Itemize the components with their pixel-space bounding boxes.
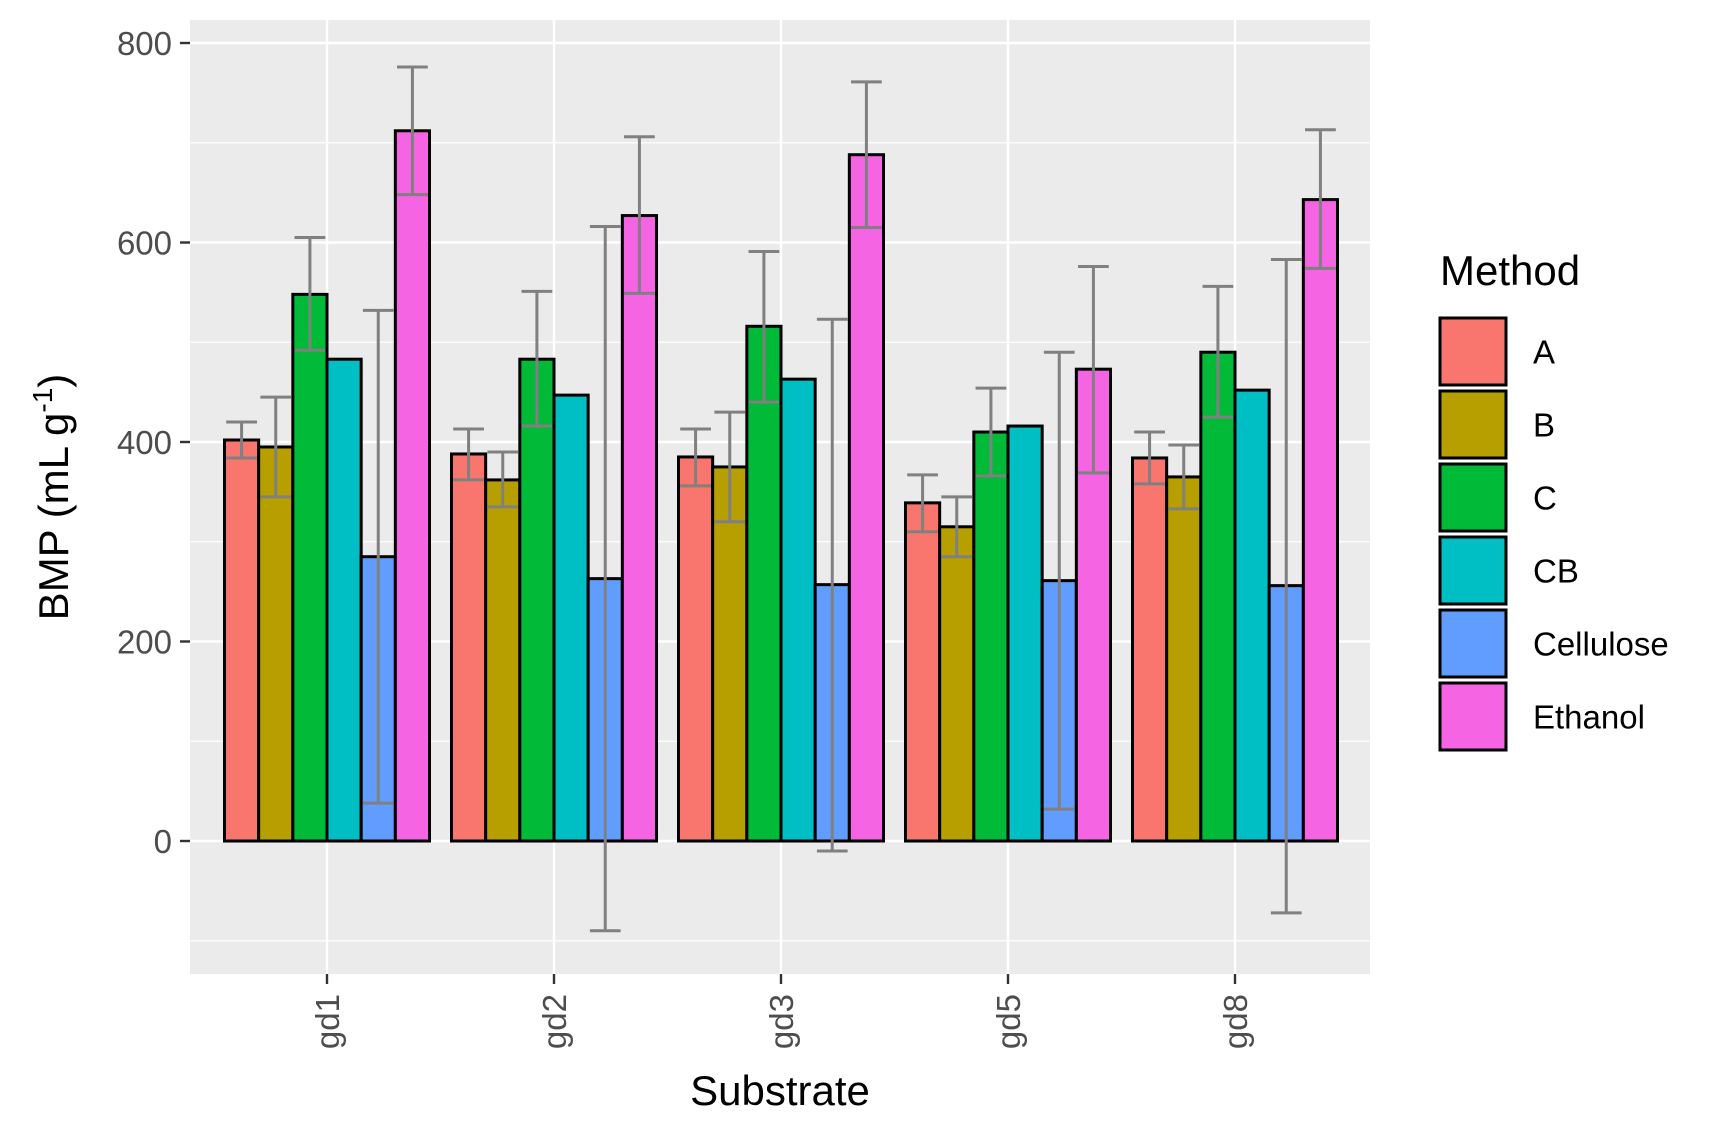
bar-gd5-b bbox=[938, 525, 976, 843]
bar-gd2-ethanol bbox=[620, 214, 658, 843]
y-axis-title-main: BMP (mL g bbox=[30, 413, 77, 621]
legend-key-cb bbox=[1438, 535, 1508, 606]
bar-gd1-cb bbox=[325, 357, 363, 843]
bar-gd3-c bbox=[745, 324, 783, 843]
y-axis-title-close: ) bbox=[30, 374, 77, 388]
x-axis-title: Substrate bbox=[690, 1067, 870, 1114]
bar-gd2-cb bbox=[552, 393, 590, 843]
y-tick-label: 600 bbox=[117, 225, 172, 262]
y-tick-label: 200 bbox=[117, 624, 172, 661]
legend-label-c: C bbox=[1533, 480, 1557, 517]
y-tick-label: 0 bbox=[154, 823, 172, 860]
y-axis-title: BMP (mL g-1) bbox=[27, 374, 77, 621]
x-tick-label-gd3: gd3 bbox=[763, 994, 800, 1049]
bar-gd3-ethanol bbox=[847, 153, 885, 843]
x-tick-label-gd5: gd5 bbox=[990, 994, 1027, 1049]
bar-gd8-ethanol bbox=[1301, 198, 1340, 843]
legend: Method ABC CB Cellulose Ethanol bbox=[1438, 247, 1669, 752]
y-tick-label: 800 bbox=[117, 25, 172, 62]
x-tick-label-gd1: gd1 bbox=[309, 994, 346, 1049]
legend-label-cb: CB bbox=[1533, 553, 1579, 590]
bar-gd1-a bbox=[223, 438, 261, 843]
legend-label-a: A bbox=[1533, 334, 1555, 371]
legend-title: Method bbox=[1440, 247, 1580, 294]
bar-gd2-b bbox=[484, 478, 522, 843]
y-axis: 0 200 400 600 800 bbox=[117, 25, 190, 860]
bar-gd8-b bbox=[1165, 475, 1203, 843]
error-bars bbox=[226, 65, 1336, 933]
bar-gd3-cb bbox=[779, 377, 817, 843]
bar-gd5-cb bbox=[1006, 424, 1044, 843]
y-axis-title-superscript: -1 bbox=[27, 388, 58, 413]
x-tick-label-gd8: gd8 bbox=[1217, 994, 1254, 1049]
legend-key-b bbox=[1438, 389, 1508, 460]
bar-gd8-cb bbox=[1233, 388, 1271, 843]
bar-gd2-a bbox=[450, 452, 488, 843]
legend-key-cellulose bbox=[1438, 608, 1508, 679]
bar-gd3-a bbox=[677, 455, 715, 843]
bar-gd5-a bbox=[904, 501, 942, 843]
legend-label-cellulose: Cellulose bbox=[1533, 626, 1669, 663]
x-tick-label-gd2: gd2 bbox=[536, 994, 573, 1049]
bar-gd8-c bbox=[1199, 350, 1237, 843]
bar-gd2-c bbox=[518, 357, 556, 843]
bar-gd5-c bbox=[972, 430, 1010, 843]
bar-gd1-c bbox=[291, 292, 329, 843]
legend-label-ethanol: Ethanol bbox=[1533, 699, 1645, 736]
x-axis: gd1 gd2 gd3 gd5 gd8 bbox=[309, 974, 1254, 1049]
legend-key-ethanol bbox=[1438, 681, 1508, 752]
legend-key-a bbox=[1438, 316, 1508, 387]
bar-gd8-a bbox=[1131, 456, 1169, 843]
legend-key-c bbox=[1438, 462, 1508, 533]
bar-gd1-ethanol bbox=[393, 129, 432, 843]
bar-gd1-b bbox=[257, 445, 295, 843]
legend-label-b: B bbox=[1533, 407, 1555, 444]
y-tick-label: 400 bbox=[117, 424, 172, 461]
